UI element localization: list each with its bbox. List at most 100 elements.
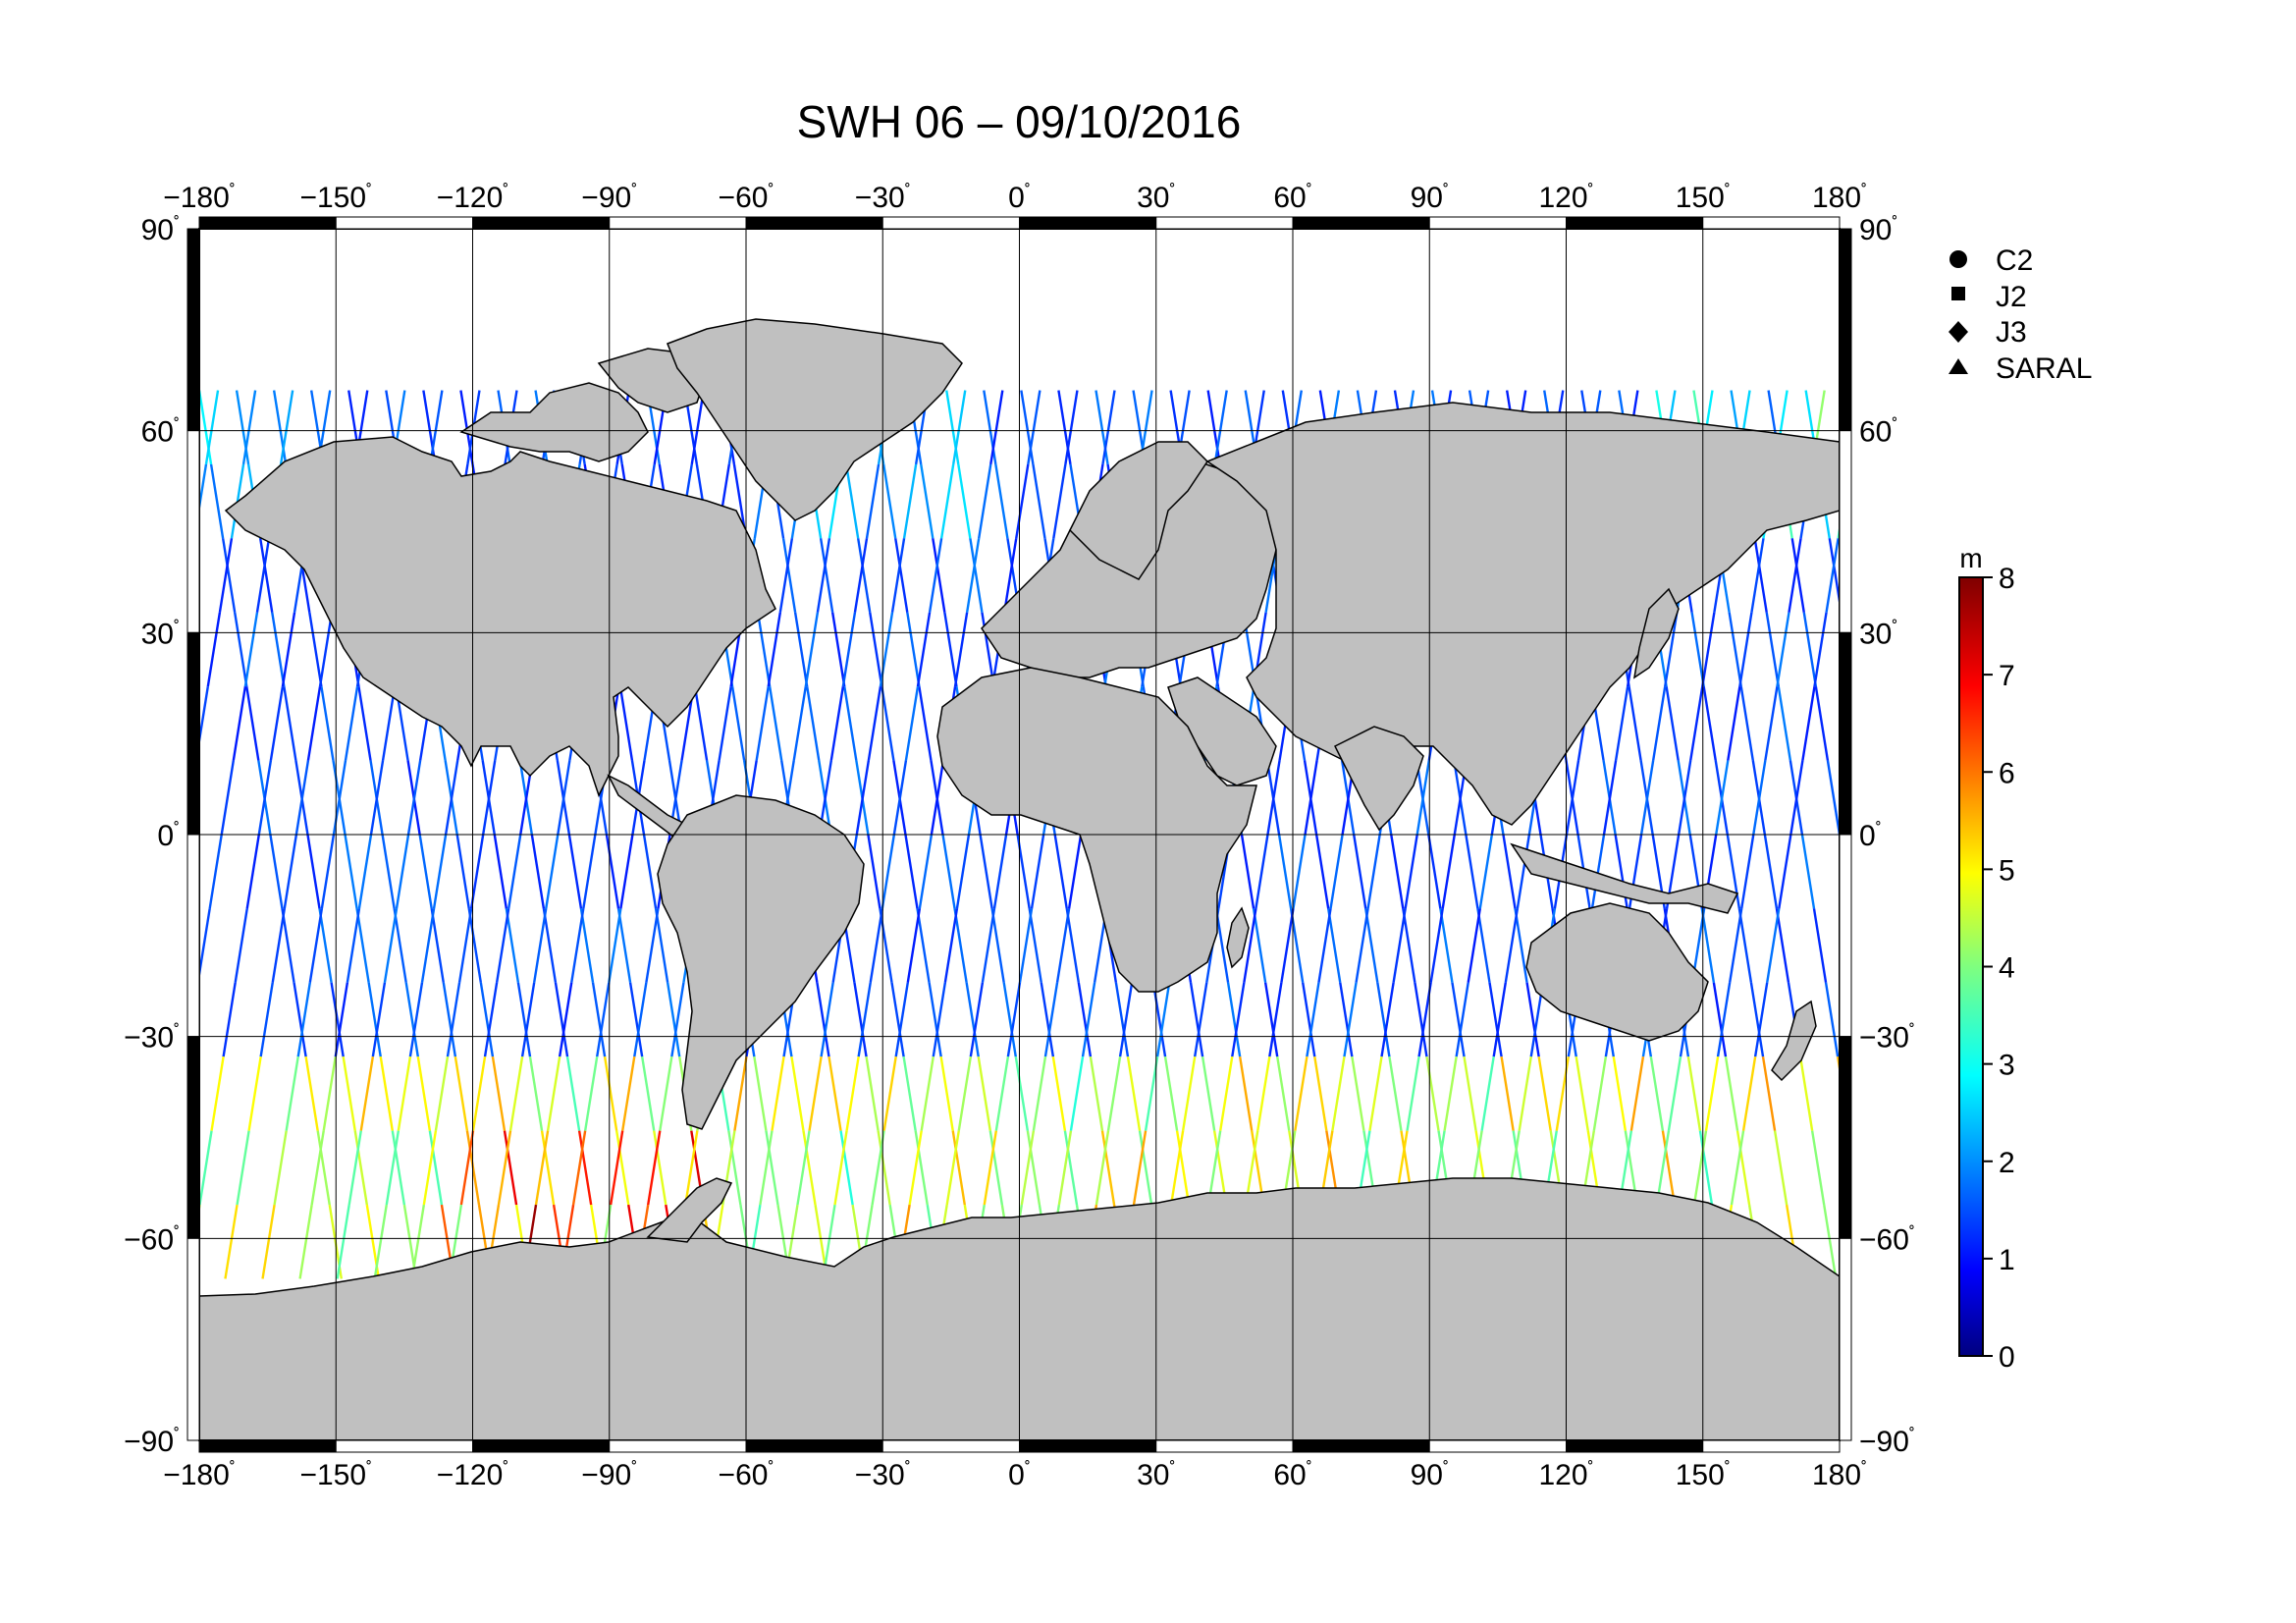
swh-track-segment — [1813, 612, 1828, 687]
swh-track-segment — [1313, 1056, 1328, 1131]
swh-track-segment — [904, 834, 919, 909]
frame-segment-top — [198, 216, 337, 230]
swh-track-segment — [1067, 834, 1083, 909]
lat-tick-label-left: −90˚ — [124, 1426, 180, 1458]
swh-track-segment — [1163, 1056, 1179, 1131]
frame-segment-right — [1839, 1036, 1852, 1239]
swh-track-segment — [633, 982, 648, 1057]
colorbar-gradient — [1958, 576, 1984, 1357]
swh-track-segment — [981, 908, 996, 984]
lon-tick-label-top: −120˚ — [437, 182, 509, 214]
swh-track-segment — [1255, 834, 1269, 909]
swh-track-segment — [1231, 982, 1246, 1057]
swh-track-segment — [1891, 686, 1902, 760]
swh-track-segment — [1514, 908, 1528, 984]
swh-track-segment — [136, 1056, 148, 1130]
swh-track-segment — [1752, 760, 1767, 836]
swh-track-segment — [1465, 834, 1479, 909]
swh-track-segment — [1095, 1130, 1110, 1206]
swh-track-segment — [609, 1130, 624, 1206]
swh-track-segment — [1877, 835, 1889, 908]
frame-segment-top — [881, 216, 1020, 230]
swh-track-segment — [359, 1056, 375, 1131]
swh-track-segment — [336, 1204, 350, 1279]
swh-track-segment — [1126, 1056, 1142, 1131]
swh-track-segment — [1661, 1130, 1677, 1206]
swh-track-segment — [410, 1204, 426, 1279]
lon-tick-label-top: −60˚ — [719, 182, 774, 214]
frame-segment-bottom — [198, 1439, 337, 1453]
swh-track-segment — [755, 685, 770, 761]
swh-track-segment — [928, 538, 943, 613]
swh-track-segment — [1089, 1056, 1104, 1131]
land-africa — [936, 667, 1257, 993]
swh-track-segment — [882, 1056, 897, 1131]
swh-track-segment — [1441, 834, 1456, 909]
swh-track-segment — [1750, 538, 1765, 613]
lon-tick-label-top: 90˚ — [1411, 182, 1449, 214]
swh-track-segment — [422, 1130, 438, 1206]
swh-track-segment — [670, 982, 685, 1057]
swh-track-segment — [756, 612, 772, 687]
swh-track-segment — [1853, 686, 1865, 760]
swh-track-segment — [1727, 685, 1741, 761]
swh-track-segment — [420, 908, 436, 984]
colorbar-tick-label: 8 — [1999, 563, 2015, 595]
swh-track-segment — [1331, 1056, 1346, 1131]
swh-track-segment — [1194, 982, 1208, 1057]
swh-track-segment — [1812, 908, 1828, 984]
swh-track-segment — [236, 1130, 250, 1206]
swh-track-segment — [1715, 760, 1730, 836]
swh-track-segment — [367, 982, 382, 1057]
swh-track-segment — [1051, 1056, 1067, 1131]
swh-track-segment — [890, 982, 905, 1057]
map-area — [76, 228, 1902, 1441]
swh-track-segment — [1443, 1056, 1458, 1131]
swh-track-segment — [877, 1130, 891, 1206]
swh-track-segment — [1773, 1130, 1789, 1206]
swh-track-segment — [1704, 1056, 1720, 1131]
swh-track-segment — [471, 1056, 487, 1131]
swh-track-segment — [224, 1204, 239, 1279]
swh-track-segment — [1015, 463, 1030, 539]
swh-track-segment — [684, 1130, 699, 1206]
swh-track-segment — [908, 1130, 923, 1206]
swh-track-segment — [1728, 612, 1742, 687]
swh-track-segment — [605, 834, 620, 909]
frame-segment-left — [187, 430, 200, 633]
lon-tick-label-top: −90˚ — [581, 182, 637, 214]
frame-segment-right — [1839, 834, 1852, 1038]
colorbar-tick-label: 7 — [1999, 660, 2015, 692]
swh-track-segment — [920, 1056, 934, 1131]
swh-track-segment — [1692, 1130, 1708, 1206]
swh-track-segment — [804, 612, 820, 687]
swh-track-segment — [816, 982, 830, 1057]
swh-track-segment — [943, 908, 959, 984]
swh-track-segment — [693, 685, 709, 761]
swh-track-segment — [418, 834, 433, 909]
lon-tick-label-top: −150˚ — [299, 182, 372, 214]
swh-track-segment — [591, 982, 607, 1057]
swh-track-segment — [243, 612, 259, 687]
legend-label-saral: SARAL — [1996, 352, 2092, 385]
swh-track-segment — [1735, 1130, 1751, 1206]
swh-track-segment — [1689, 685, 1704, 761]
lon-tick-label-top: 180˚ — [1812, 182, 1867, 214]
swh-track-segment — [1169, 1130, 1185, 1206]
swh-track-segment — [1686, 1056, 1702, 1131]
swh-track-segment — [871, 1130, 885, 1206]
swh-track-segment — [930, 760, 945, 836]
swh-track-segment — [771, 1056, 785, 1131]
swh-track-segment — [76, 1205, 87, 1278]
land-indonesia — [1510, 842, 1739, 914]
swh-track-segment — [918, 834, 934, 909]
swh-track-segment — [408, 982, 424, 1057]
swh-track-segment — [355, 908, 370, 984]
swh-track-segment — [497, 1130, 512, 1206]
swh-track-segment — [1649, 1056, 1665, 1131]
swh-track-segment — [508, 1056, 524, 1131]
colorbar-ticks: 8 7 6 5 4 3 2 1 0 — [1983, 563, 2015, 1374]
swh-track-segment — [1612, 1056, 1628, 1131]
swh-track-segment — [532, 908, 548, 984]
